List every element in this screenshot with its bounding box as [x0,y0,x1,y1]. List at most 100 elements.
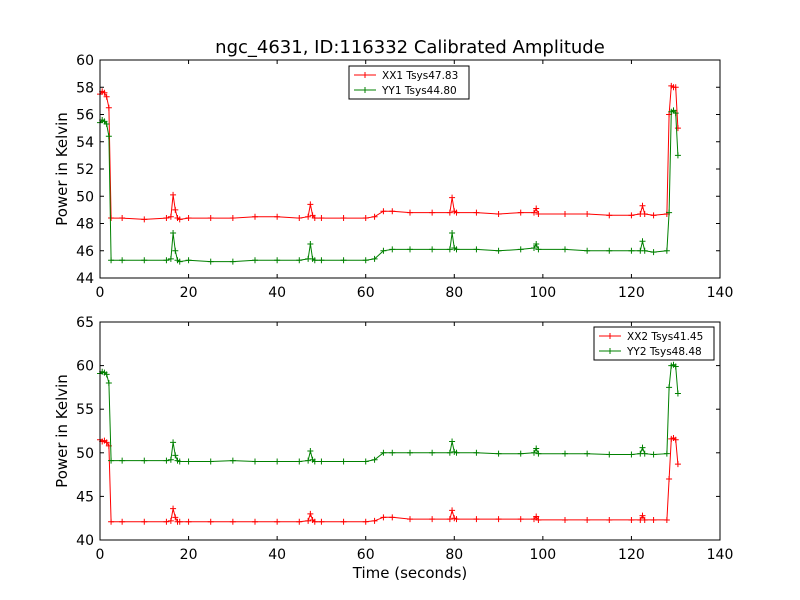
data-point [307,240,314,247]
data-point [172,514,179,521]
data-point [666,384,673,391]
data-point [446,246,453,253]
data-point [533,513,540,520]
data-point [252,213,258,220]
data-point [362,215,369,222]
legend-box [593,326,715,361]
data-point [666,475,673,482]
data-point [296,215,303,222]
data-point [274,518,281,525]
data-point [407,246,413,253]
data-point [274,257,281,264]
data-point [531,209,537,216]
x-tick-label: 0 [96,547,105,563]
data-point [185,257,192,264]
figure-title: ngc_4631, ID:116332 Calibrated Amplitude [215,37,605,58]
data-point [672,84,679,91]
legend: XX1 Tsys47.83 YY1 Tsys44.80 [348,65,470,100]
data-point [663,516,670,523]
data-point [628,212,635,219]
legend-label: XX1 Tsys47.83 [382,70,458,82]
data-point [340,518,347,525]
data-point [446,516,453,523]
x-tick-label: 80 [445,547,463,563]
data-point [318,518,325,525]
data-point [628,451,635,458]
data-point [318,458,325,465]
data-point [473,209,480,216]
data-point [650,516,657,523]
data-point [429,246,436,253]
data-point [172,247,179,254]
data-point [296,518,303,525]
data-point [167,213,174,220]
data-point [207,458,214,465]
data-point [207,215,214,222]
data-point [407,516,413,523]
data-point [305,517,312,524]
data-point [340,257,347,264]
data-point [407,449,413,456]
data-point [119,257,126,264]
x-tick-label: 140 [707,547,734,563]
data-point [362,458,369,465]
data-point [176,216,183,223]
data-point [252,518,258,525]
data-point [141,216,148,223]
data-point [449,438,456,445]
data-point [606,212,613,219]
y-tick-label: 55 [76,402,94,418]
data-point [473,516,480,523]
data-point [641,210,648,217]
data-point [311,257,318,264]
data-point [176,258,183,265]
data-point [141,257,148,264]
data-point [163,457,170,464]
data-point [429,449,436,456]
data-point [495,450,502,457]
top-chart-panel: 0 20 40 60 80 100 120 140 44 46 48 50 52 54 56 58 60 Powe… [53,53,733,301]
y-tick-label: 60 [76,53,94,69]
data-point [170,230,177,237]
data-point [628,247,635,254]
data-point [650,212,657,219]
data-point [229,215,236,222]
data-point [163,215,170,222]
legend-marker [362,72,368,78]
data-point [105,380,112,387]
data-point [429,209,436,216]
data-point [103,439,110,446]
y-tick-label: 44 [76,271,94,287]
x-tick-label: 100 [529,285,556,301]
data-point [639,238,646,245]
data-point [495,210,502,217]
data-point [535,246,542,253]
x-tick-label: 140 [707,285,734,301]
data-point [389,514,396,521]
y-tick-label: 56 [76,108,94,124]
data-point [562,210,568,217]
y-tick-label: 60 [76,359,94,375]
y-tick-label: 58 [76,80,94,96]
data-point [380,514,387,521]
data-point [641,450,648,457]
x-tick-label: 40 [268,547,286,563]
data-point [446,209,453,216]
data-point [562,516,568,523]
data-point [672,110,679,117]
data-point [674,461,681,468]
legend-label: YY2 Tsys48.48 [626,346,702,358]
data-point [340,458,347,465]
data-point [606,516,613,523]
x-tick-label: 120 [618,547,645,563]
data-point [606,247,613,254]
legend-label: YY1 Tsys44.80 [381,85,457,97]
data-point [584,516,591,523]
y-tick-label: 50 [76,189,94,205]
data-point [119,518,126,525]
data-point [172,206,179,213]
data-point [389,246,396,253]
data-point [207,258,214,265]
data-point [380,247,387,254]
